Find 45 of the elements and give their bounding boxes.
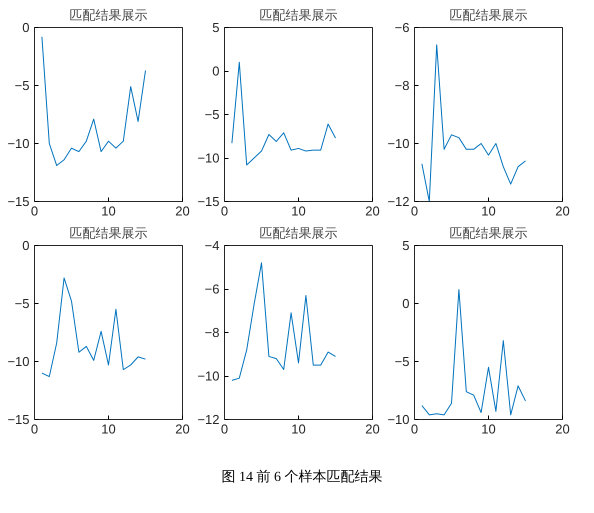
x-tick-label: 20: [175, 204, 190, 218]
x-tick-label: 10: [101, 422, 116, 436]
y-tick-label: 5: [402, 238, 410, 253]
chart-title: 匹配结果展示: [70, 8, 148, 22]
y-tick-label: −6: [204, 282, 220, 296]
x-tick-label: 20: [555, 204, 570, 218]
y-tick-label: −10: [197, 150, 220, 166]
x-tick-label: 10: [291, 204, 306, 218]
y-tick-label: −10: [7, 354, 30, 369]
chart-title: 匹配结果展示: [450, 226, 528, 240]
y-tick-label: −12: [197, 412, 220, 427]
y-tick-label: −10: [387, 136, 410, 151]
x-tick-label: 10: [101, 204, 116, 218]
y-tick-label: 0: [402, 296, 410, 311]
y-tick-label: −8: [394, 78, 410, 93]
x-tick-label: 20: [555, 422, 570, 436]
y-tick-label: −8: [204, 325, 220, 340]
chart-title: 匹配结果展示: [70, 226, 148, 240]
y-tick-label: −6: [394, 20, 410, 35]
y-tick-label: −15: [7, 194, 30, 209]
y-tick-label: 0: [22, 238, 30, 253]
y-tick-label: 0: [22, 20, 30, 35]
chart-title: 匹配结果展示: [260, 226, 338, 240]
y-tick-label: 5: [212, 20, 220, 35]
x-tick-label: 10: [291, 422, 306, 436]
y-tick-label: −5: [14, 296, 30, 311]
x-tick-label: 10: [481, 204, 496, 218]
x-tick-label: 20: [365, 422, 380, 436]
chart-title: 匹配结果展示: [450, 8, 528, 22]
y-tick-label: −15: [197, 194, 220, 209]
x-tick-label: 10: [481, 422, 496, 436]
y-tick-label: −10: [197, 368, 220, 384]
y-tick-label: 0: [212, 64, 220, 78]
caption: 图 14 前 6 个样本匹配结果: [222, 468, 382, 488]
y-tick-label: −5: [204, 107, 220, 122]
y-tick-label: −12: [387, 194, 410, 209]
y-tick-label: −5: [14, 78, 30, 93]
x-tick-label: 20: [175, 422, 190, 436]
x-tick-label: 20: [365, 204, 380, 218]
y-tick-label: −10: [387, 412, 410, 427]
y-tick-label: −10: [7, 136, 30, 151]
y-tick-label: −4: [204, 238, 220, 253]
chart-title: 匹配结果展示: [260, 8, 338, 22]
y-tick-label: −15: [7, 412, 30, 427]
y-tick-label: −5: [394, 354, 410, 369]
